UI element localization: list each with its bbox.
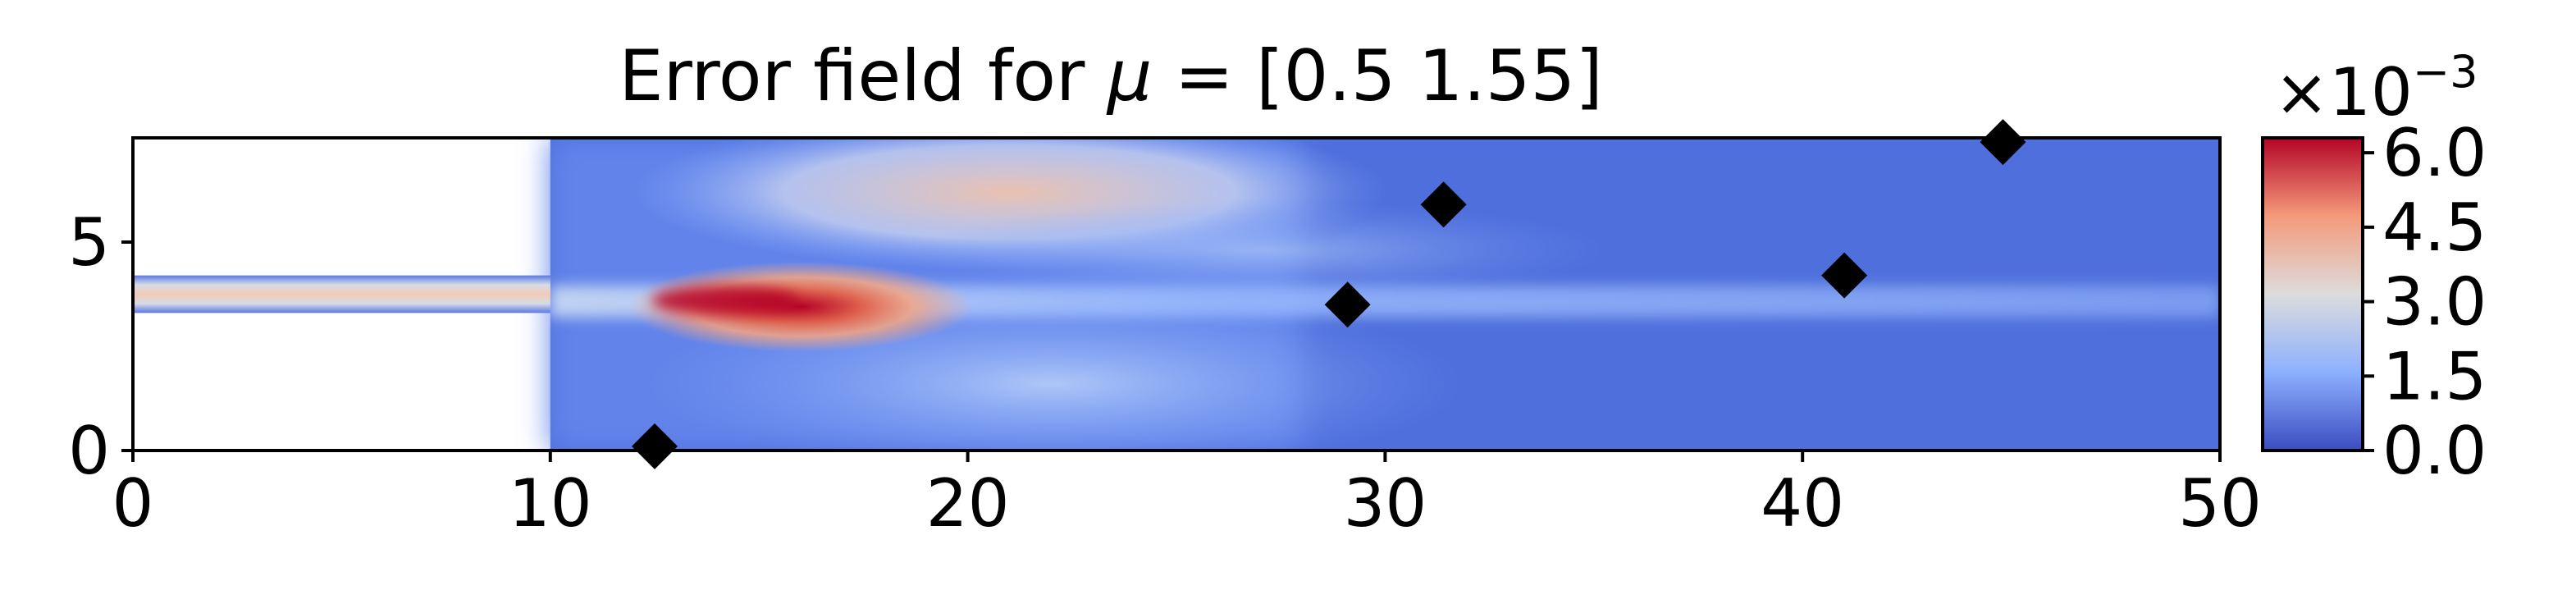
sensor-marker <box>1324 281 1371 328</box>
x-axis: 0 10 20 30 40 50 <box>112 451 2262 542</box>
field-peak <box>651 286 800 316</box>
error-field-heatmap <box>133 138 2220 451</box>
sensor-marker <box>1980 119 2026 166</box>
x-tick-label: 10 <box>509 465 592 542</box>
x-tick-label: 50 <box>2178 465 2262 542</box>
field-hot-spot <box>628 261 974 352</box>
sensor-marker <box>1420 181 1467 228</box>
sensor-marker <box>632 423 678 469</box>
y-tick-label: 0 <box>68 413 110 489</box>
colorbar: 0.01.53.04.56.0 ×10−3 <box>2261 46 2487 489</box>
colorbar-ticks: 0.01.53.04.56.0 <box>2363 115 2487 489</box>
chart-title: Error field for μ = [0.5 1.55] <box>619 35 1603 117</box>
colorbar-tick-label: 1.5 <box>2382 338 2487 414</box>
y-tick-label: 5 <box>68 204 110 281</box>
field-inlet-channel <box>133 275 550 313</box>
colorbar-tick-label: 0.0 <box>2382 413 2487 489</box>
x-tick-label: 30 <box>1344 465 1427 542</box>
colorbar-tick-label: 4.5 <box>2382 190 2487 266</box>
field-mid-lobe <box>915 201 1605 300</box>
colorbar-tick-label: 3.0 <box>2382 264 2487 341</box>
colorbar-gradient <box>2261 136 2364 452</box>
plot-frame <box>131 136 2222 452</box>
sensor-markers <box>632 119 2026 469</box>
x-tick-label: 0 <box>112 465 154 542</box>
colorbar-tick-label: 6.0 <box>2382 115 2487 191</box>
y-axis: 05 <box>68 204 133 489</box>
x-tick-label: 20 <box>926 465 1010 542</box>
x-tick-label: 40 <box>1761 465 1844 542</box>
colorbar-scale-label: ×10−3 <box>2274 46 2478 130</box>
sensor-marker <box>1821 252 1868 299</box>
